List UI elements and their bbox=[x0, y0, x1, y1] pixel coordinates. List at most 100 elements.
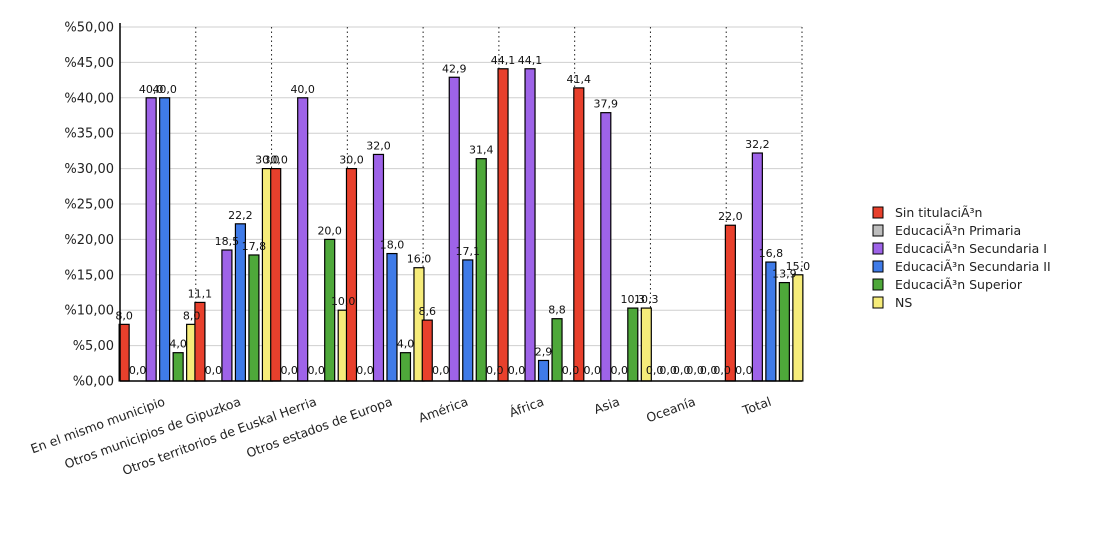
axes bbox=[119, 23, 802, 382]
bar bbox=[792, 274, 804, 382]
bar bbox=[386, 252, 398, 382]
data-label: 44,1 bbox=[518, 54, 543, 67]
data-label: 32,0 bbox=[366, 139, 391, 152]
bar bbox=[270, 168, 282, 382]
data-label: 0,0 bbox=[584, 364, 602, 377]
x-category-label: América bbox=[416, 394, 470, 426]
y-tick-label: %0,00 bbox=[73, 375, 114, 390]
data-label: 10,3 bbox=[634, 293, 659, 306]
data-label: 10,0 bbox=[331, 295, 356, 308]
y-tick-label: %5,00 bbox=[73, 339, 114, 354]
y-tick-label: %10,00 bbox=[64, 304, 114, 319]
legend-label: EducaciÃ³n Primaria bbox=[895, 223, 1021, 238]
data-label: 4,0 bbox=[169, 338, 187, 351]
bar bbox=[537, 359, 550, 382]
data-label: 22,0 bbox=[718, 210, 743, 223]
grid-lines bbox=[120, 26, 802, 347]
data-label: 40,0 bbox=[139, 83, 164, 96]
data-label: 8,0 bbox=[183, 309, 201, 322]
bar bbox=[524, 68, 536, 382]
data-label: 0,0 bbox=[307, 364, 325, 377]
bar bbox=[324, 238, 336, 382]
legend-label: EducaciÃ³n Secundaria I bbox=[895, 241, 1047, 256]
x-category-label: Total bbox=[740, 394, 774, 418]
data-label: 0,0 bbox=[673, 364, 691, 377]
legend-swatch bbox=[872, 242, 884, 255]
bar bbox=[497, 68, 509, 382]
bar bbox=[297, 97, 309, 382]
bar bbox=[600, 112, 612, 382]
data-label: 22,2 bbox=[228, 209, 253, 222]
bar bbox=[448, 76, 460, 382]
data-label: 0,0 bbox=[611, 364, 629, 377]
y-tick-label: %35,00 bbox=[64, 127, 114, 142]
data-label: 0,0 bbox=[686, 364, 704, 377]
data-label: 2,9 bbox=[535, 345, 553, 358]
data-label: 4,0 bbox=[397, 338, 415, 351]
data-label: 20,0 bbox=[317, 224, 342, 237]
data-label: 0,0 bbox=[508, 364, 526, 377]
data-labels: 8,00,040,040,04,08,011,10,018,522,217,83… bbox=[115, 54, 810, 377]
x-category-label: Oceanía bbox=[644, 394, 697, 426]
bar bbox=[724, 224, 736, 382]
data-label: 16,8 bbox=[759, 247, 784, 260]
data-label: 0,0 bbox=[432, 364, 450, 377]
data-label: 18,5 bbox=[215, 235, 240, 248]
y-tick-label: %15,00 bbox=[64, 268, 114, 283]
bar bbox=[778, 281, 790, 382]
x-category-label: Otros estados de Europa bbox=[244, 394, 394, 461]
data-label: 16,0 bbox=[407, 253, 432, 266]
legend: Sin titulaciÃ³n EducaciÃ³n Primaria Educac… bbox=[872, 205, 1051, 310]
bar bbox=[475, 158, 487, 382]
y-tick-label: %45,00 bbox=[64, 56, 114, 71]
data-label: 8,6 bbox=[419, 305, 437, 318]
legend-label: Sin titulaciÃ³n bbox=[895, 205, 982, 220]
data-label: 8,0 bbox=[115, 309, 133, 322]
legend-swatch bbox=[872, 278, 884, 291]
y-tick-label: %50,00 bbox=[64, 21, 114, 36]
x-category-label: Asia bbox=[592, 394, 622, 417]
bar bbox=[462, 259, 474, 382]
data-label: 0,0 bbox=[562, 364, 580, 377]
data-label: 30,0 bbox=[255, 154, 280, 167]
legend-swatch bbox=[872, 260, 884, 273]
y-tick-label: %40,00 bbox=[64, 91, 114, 106]
data-label: 0,0 bbox=[129, 364, 147, 377]
data-label: 40,0 bbox=[152, 83, 177, 96]
data-label: 32,2 bbox=[745, 138, 770, 151]
data-label: 18,0 bbox=[380, 239, 405, 252]
data-label: 0,0 bbox=[700, 364, 718, 377]
data-label: 0,0 bbox=[713, 364, 731, 377]
legend-label: NS bbox=[895, 295, 912, 310]
legend-swatch bbox=[872, 296, 884, 309]
bar bbox=[573, 87, 585, 382]
bar bbox=[421, 319, 433, 382]
data-label: 15,0 bbox=[786, 260, 811, 273]
data-label: 30,0 bbox=[339, 154, 364, 167]
data-label: 17,8 bbox=[242, 240, 267, 253]
data-label: 11,1 bbox=[188, 287, 213, 300]
y-tick-label: %25,00 bbox=[64, 198, 114, 213]
data-label: 17,1 bbox=[456, 245, 481, 258]
bar bbox=[399, 352, 412, 382]
bars bbox=[118, 68, 804, 382]
data-label: 0,0 bbox=[280, 364, 298, 377]
bar bbox=[145, 97, 157, 382]
data-label: 8,8 bbox=[548, 304, 566, 317]
bar bbox=[159, 97, 171, 382]
data-label: 0,0 bbox=[205, 364, 223, 377]
x-category-label: África bbox=[507, 394, 546, 420]
bar bbox=[372, 153, 385, 382]
y-axis-tick-labels: %0,00 %5,00 %10,00 %15,00 %20,00 %25,00 %30,00… bbox=[64, 21, 114, 390]
bar bbox=[345, 168, 358, 382]
data-label: 13,9 bbox=[772, 268, 797, 281]
legend-label: EducaciÃ³n Secundaria II bbox=[895, 259, 1051, 274]
legend-label: EducaciÃ³n Superior bbox=[895, 277, 1023, 292]
legend-swatch bbox=[872, 206, 884, 219]
data-label: 40,0 bbox=[290, 83, 315, 96]
data-label: 37,9 bbox=[594, 98, 619, 111]
data-label: 0,0 bbox=[646, 364, 664, 377]
data-label: 0,0 bbox=[659, 364, 677, 377]
